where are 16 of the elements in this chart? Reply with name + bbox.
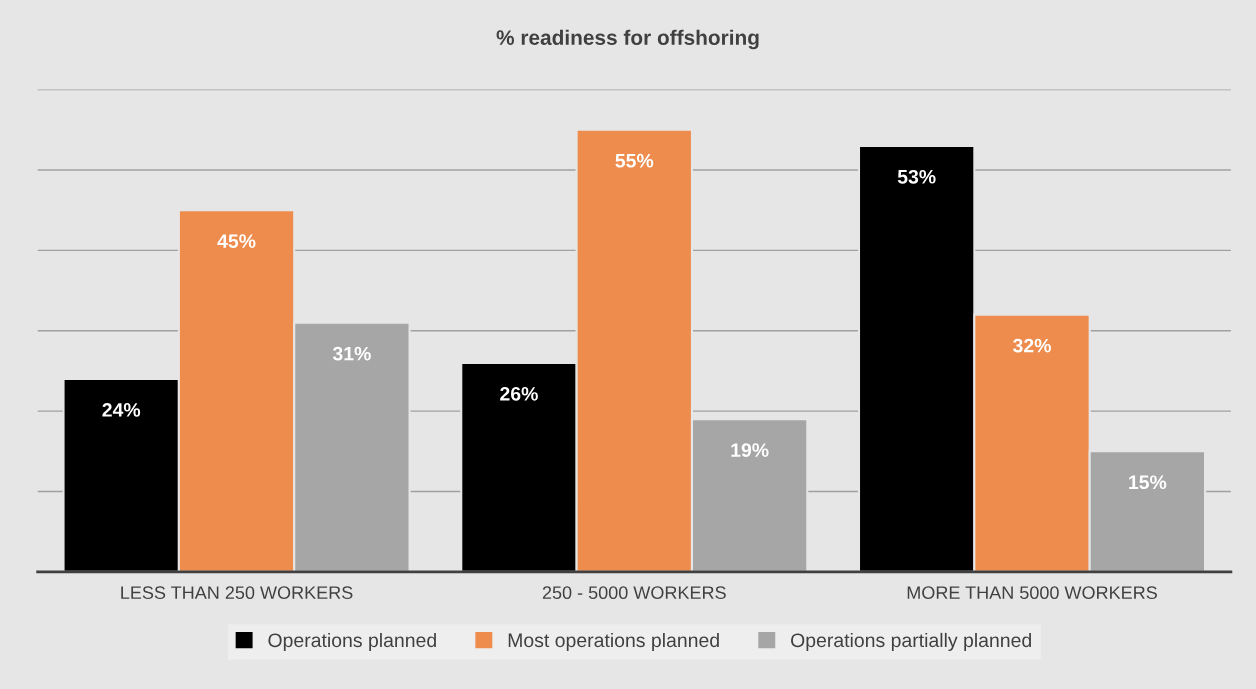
data-label: 19% bbox=[731, 443, 769, 457]
data-label: 24% bbox=[102, 403, 141, 417]
x-tick-label: MORE THAN 5000 WORKERS bbox=[907, 586, 1157, 600]
legend-label: Most operations planned bbox=[508, 632, 719, 652]
data-label: 26% bbox=[500, 386, 538, 401]
x-tick-label: LESS THAN 250 WORKERS bbox=[121, 586, 353, 600]
data-label: 15% bbox=[1129, 475, 1167, 490]
data-label: 32% bbox=[1013, 338, 1051, 353]
data-label: 31% bbox=[332, 346, 371, 361]
legend-label: Operations planned bbox=[268, 632, 436, 652]
data-label: 55% bbox=[615, 153, 654, 168]
chart-title: % readiness for offshoring bbox=[496, 29, 759, 50]
x-tick-label: 250 - 5000 WORKERS bbox=[542, 586, 726, 600]
data-label: 53% bbox=[897, 169, 936, 184]
legend-label: Operations partially planned bbox=[791, 632, 1031, 652]
data-label: 45% bbox=[217, 234, 256, 248]
